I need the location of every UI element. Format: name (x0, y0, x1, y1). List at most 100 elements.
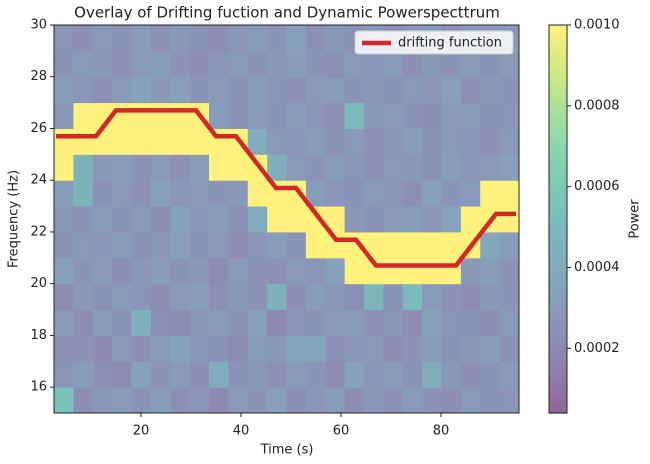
drift-line (56, 108, 516, 268)
heatmap-cell (112, 335, 132, 362)
colorbar-step (549, 83, 567, 88)
heatmap-cell (286, 231, 307, 259)
heatmap-cell (112, 128, 132, 155)
heatmap-cell (286, 102, 307, 129)
colorbar-step (549, 96, 567, 100)
colorbar-step (549, 57, 567, 62)
heatmap-cell (131, 102, 152, 129)
heatmap-cell (92, 387, 113, 414)
colorbar-step (549, 409, 567, 414)
heatmap-cell (150, 309, 171, 336)
heatmap-cell (112, 309, 132, 336)
heatmap-cell (325, 206, 346, 233)
colorbar-tick-label: 0.0008 (574, 98, 620, 113)
heatmap-cell (383, 180, 404, 207)
heatmap-cell (92, 257, 113, 285)
heatmap-cell (209, 283, 229, 311)
colorbar-step (549, 219, 567, 223)
heatmap-cell (54, 231, 74, 259)
heatmap-cell (383, 335, 404, 362)
heatmap-cell (422, 283, 442, 311)
colorbar-step (549, 28, 567, 33)
heatmap-cell (286, 25, 307, 52)
heatmap-cell (170, 387, 191, 414)
heatmap-cell (73, 128, 94, 155)
heatmap-cell (402, 309, 423, 336)
heatmap-cell (189, 50, 210, 78)
heatmap-cell (112, 76, 132, 104)
heatmap-cell (344, 335, 365, 362)
heatmap-cell (112, 283, 132, 311)
colorbar-step (549, 254, 567, 259)
heatmap-cell (247, 206, 268, 233)
colorbar-step (549, 403, 567, 408)
heatmap-cell (364, 206, 384, 233)
heatmap-cell (209, 25, 229, 52)
colorbar-step (549, 193, 567, 197)
heatmap-cell (305, 206, 326, 233)
heatmap-cell (54, 206, 74, 233)
heatmap-cell (112, 361, 132, 388)
x-axis-label: Time (s) (260, 443, 314, 458)
colorbar-step (549, 173, 567, 178)
heatmap-cell (170, 128, 191, 155)
colorbar-step (549, 238, 567, 243)
heatmap-cell (267, 335, 287, 362)
heatmap-cell (364, 387, 384, 414)
heatmap-cell (286, 128, 307, 155)
heatmap-cell (228, 25, 249, 52)
colorbar-step (549, 180, 567, 185)
colorbar-step (549, 231, 567, 236)
colorbar-step (549, 157, 567, 162)
heatmap-cell (383, 257, 404, 285)
heatmap-cell (286, 50, 307, 78)
heatmap-cell (325, 387, 346, 414)
heatmap-cell (73, 387, 94, 414)
colorbar-step (549, 76, 567, 81)
heatmap-cell (112, 231, 132, 259)
colorbar-step (549, 222, 567, 227)
colorbar-step (549, 303, 567, 307)
colorbar-step (549, 244, 567, 249)
heatmap-cell (209, 231, 229, 259)
heatmap-cell (247, 128, 268, 155)
colorbar-step (549, 241, 567, 246)
x-tick-label: 20 (133, 424, 150, 439)
heatmap-cell (267, 231, 287, 259)
heatmap-cell (54, 283, 74, 311)
heatmap-cell (422, 128, 442, 155)
colorbar-step (549, 319, 567, 324)
colorbar-step (549, 370, 567, 375)
colorbar-step (549, 151, 567, 155)
colorbar-step (549, 164, 567, 168)
heatmap-cell (247, 102, 268, 129)
colorbar-step (549, 196, 567, 201)
heatmap-cell (267, 154, 287, 181)
colorbar-step (549, 400, 567, 404)
heatmap-cell (92, 50, 113, 78)
colorbar-step (549, 273, 567, 278)
heatmap-cell (189, 25, 210, 52)
heatmap-cell (73, 76, 94, 104)
heatmap-cell (131, 206, 152, 233)
heatmap-cell (131, 128, 152, 155)
colorbar-step (549, 186, 567, 191)
colorbar-tick-label: 0.0006 (574, 179, 620, 194)
colorbar-tick-label: 0.0002 (574, 341, 620, 356)
heatmap-cell (73, 25, 94, 52)
heatmap-cell (54, 50, 74, 78)
plot-frame (53, 24, 520, 414)
heatmap-cell (325, 76, 346, 104)
heatmap-cell (267, 102, 287, 129)
colorbar-step (549, 73, 567, 78)
heatmap-cell (305, 309, 326, 336)
heatmap-cell (286, 309, 307, 336)
heatmap-cell (267, 25, 287, 52)
heatmap-cell (422, 102, 442, 129)
heatmap-cell (460, 257, 481, 285)
heatmap-cell (364, 154, 384, 181)
heatmap-cell (422, 257, 442, 285)
heatmap-cell (364, 102, 384, 129)
colorbar-step (549, 60, 567, 65)
heatmap-cell (150, 180, 171, 207)
